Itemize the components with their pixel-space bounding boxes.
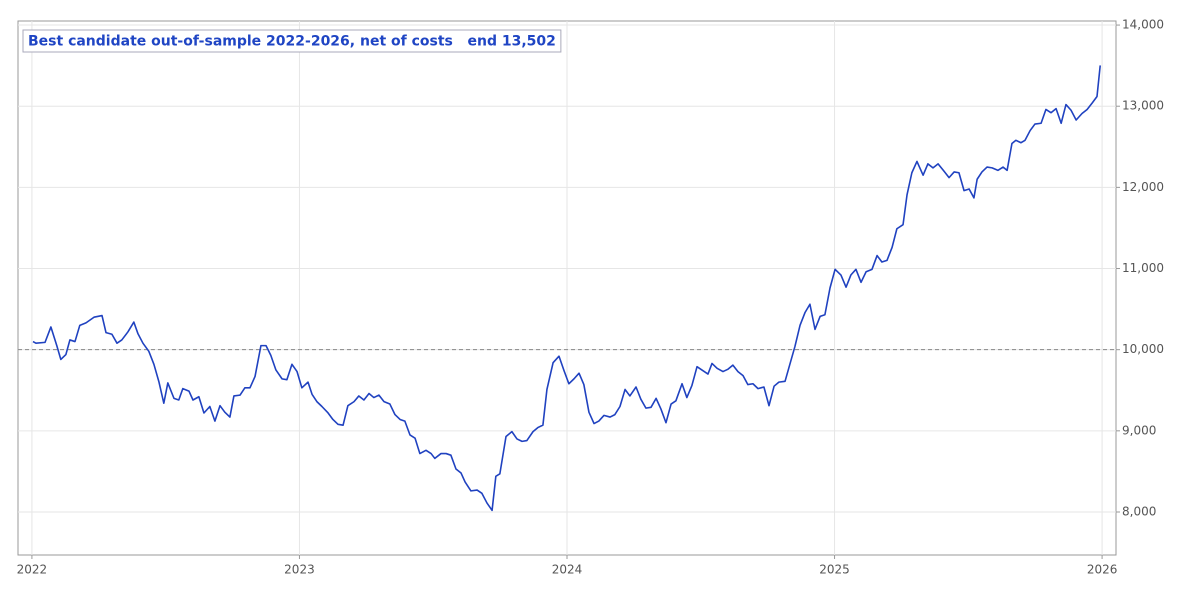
title-box xyxy=(22,29,562,53)
y-tick-label: 14,000 xyxy=(1122,18,1164,32)
x-tick-label: 2024 xyxy=(552,563,583,577)
y-tick-label: 10,000 xyxy=(1122,342,1164,356)
y-tick-label: 8,000 xyxy=(1122,504,1156,518)
x-tick-label: 2022 xyxy=(17,563,48,577)
y-tick-label: 12,000 xyxy=(1122,180,1164,194)
y-tick-label: 9,000 xyxy=(1122,423,1156,437)
marks xyxy=(18,65,1116,512)
x-tick-label: 2025 xyxy=(819,563,850,577)
y-tick-label: 13,000 xyxy=(1122,99,1164,113)
x-tick-label: 2026 xyxy=(1087,563,1118,577)
x-tick-label: 2023 xyxy=(284,563,315,577)
line-series xyxy=(32,65,1102,512)
chart-title: Best candidate out-of-sample 2022-2026, … xyxy=(28,34,556,50)
grid: 8,000 9,000 10,000 11,000 12,000 13,000 14,000… xyxy=(17,18,1164,577)
y-tick-label: 11,000 xyxy=(1122,261,1164,275)
